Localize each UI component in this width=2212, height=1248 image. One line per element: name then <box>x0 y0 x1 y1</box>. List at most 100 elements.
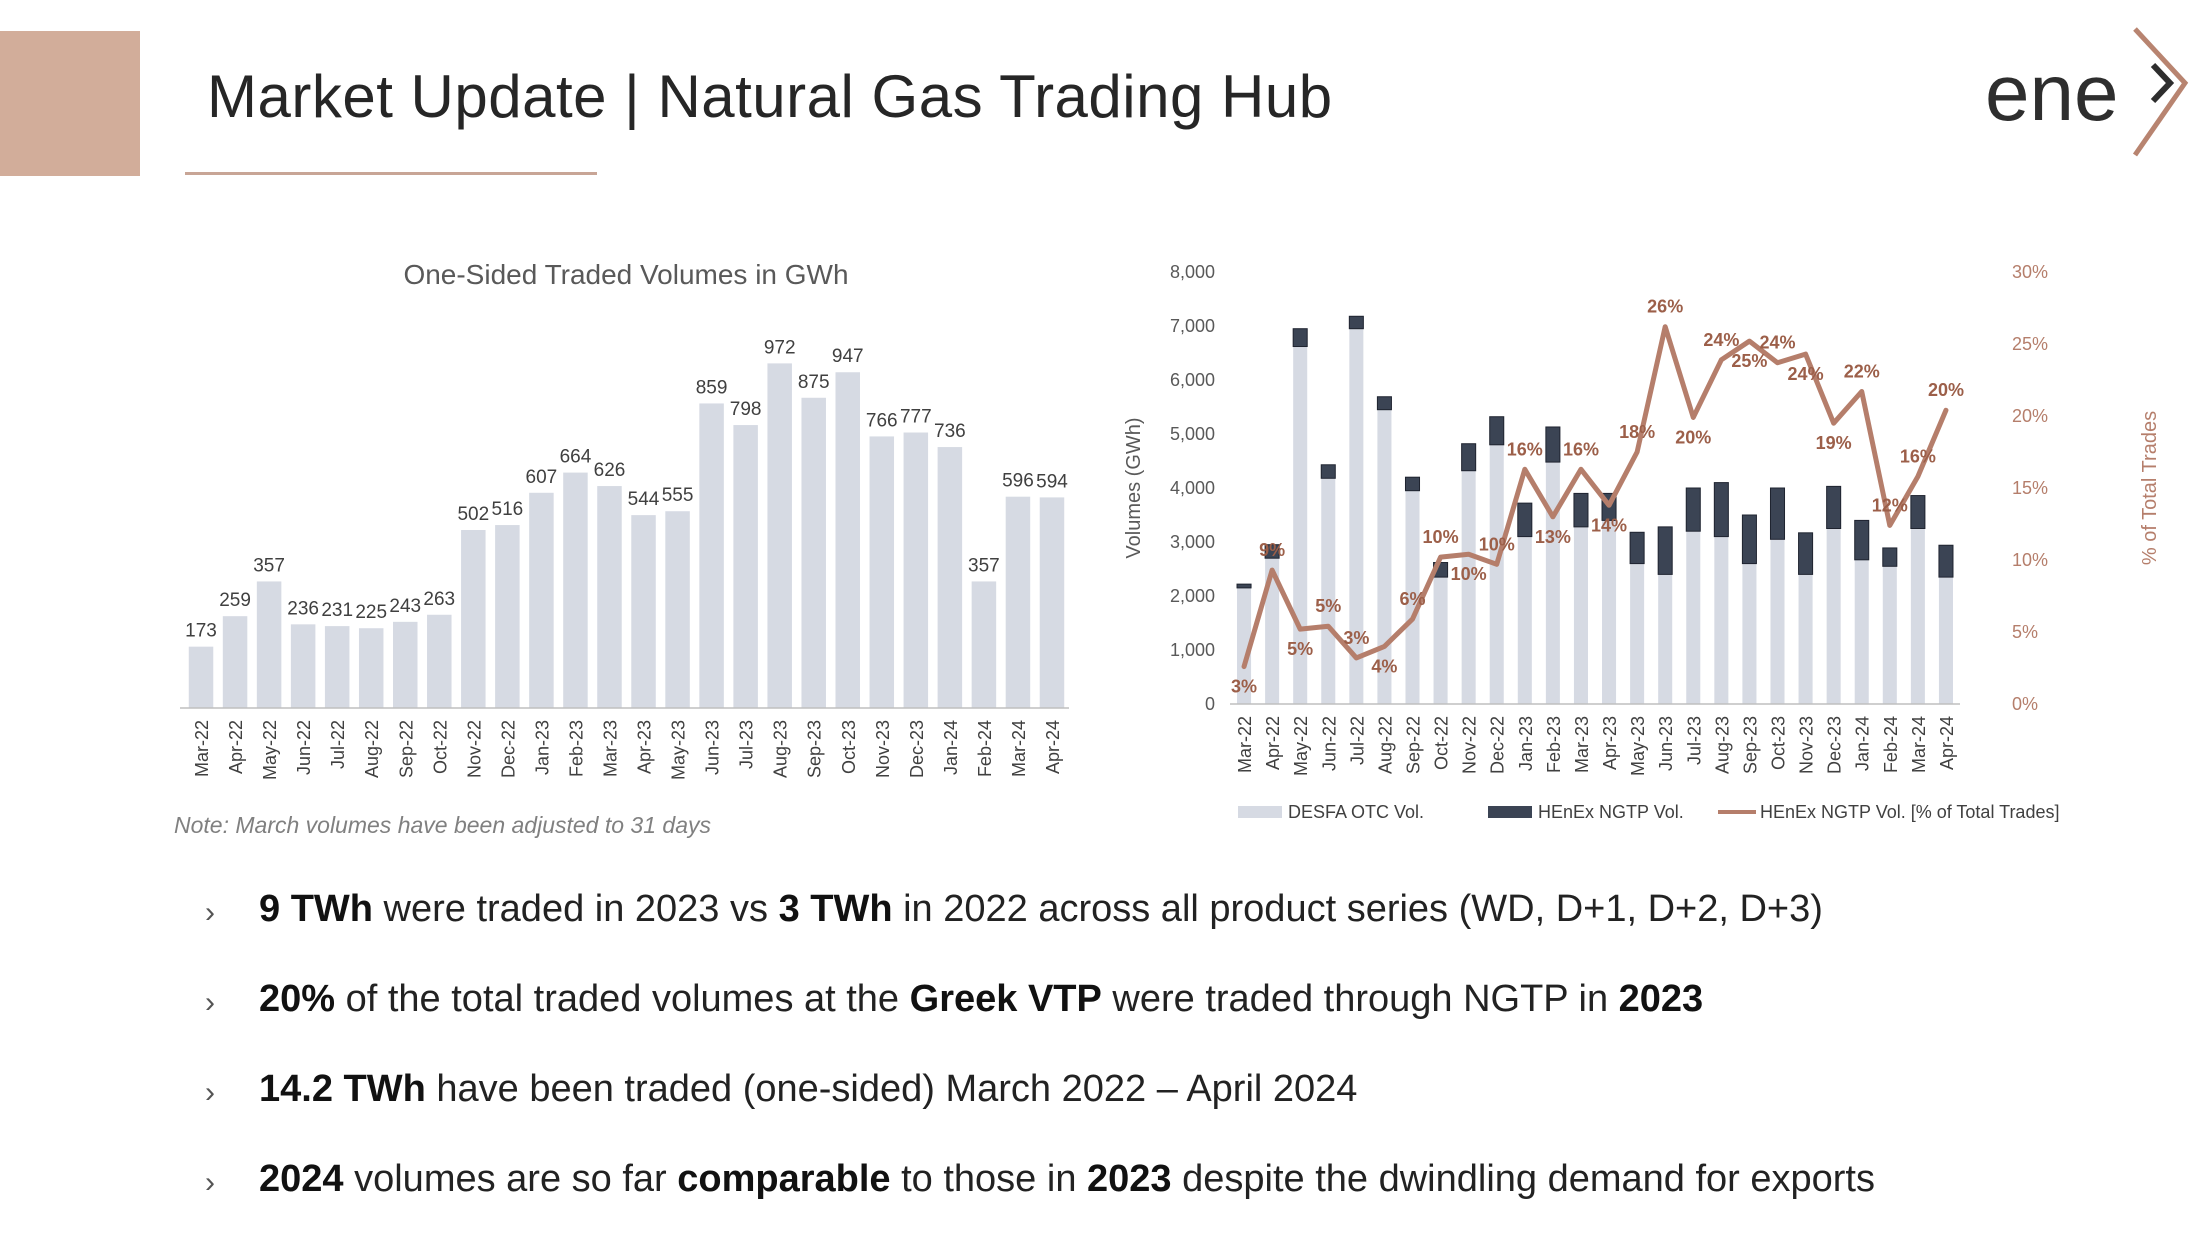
henex-ngtp-bar <box>1489 416 1505 446</box>
x-tick-label: Sep-23 <box>1740 716 1760 774</box>
ngtp-share-label: 16% <box>1563 439 1599 459</box>
ngtp-share-label: 24% <box>1759 333 1795 353</box>
x-tick-label: Nov-22 <box>464 720 484 778</box>
one-sided-volumes-chart: One-Sided Traded Volumes in GWh 173 Mar-22… <box>180 259 1069 780</box>
ngtp-share-label: 16% <box>1900 446 1936 466</box>
key-points-list: › 9 TWh were traded in 2023 vs 3 TWh in 2… <box>205 888 2185 1248</box>
bullet-emphasis: 2023 <box>1618 978 1704 1020</box>
henex-ngtp-bar <box>1657 526 1673 575</box>
desfa-otc-bar <box>1489 444 1504 704</box>
volume-bar <box>869 436 895 708</box>
desfa-otc-bar <box>1742 563 1757 704</box>
desfa-otc-bar <box>1433 577 1448 704</box>
volume-bar <box>835 372 861 708</box>
y2-axis-title: % of Total Trades <box>2139 411 2161 565</box>
volume-bar <box>903 432 929 708</box>
henex-ngtp-bar <box>1348 315 1364 330</box>
volume-bar <box>188 646 214 708</box>
desfa-otc-bar <box>1714 536 1729 704</box>
henex-ngtp-bar <box>1264 544 1280 559</box>
x-tick-label: Dec-22 <box>498 720 518 778</box>
bullet-emphasis: Greek VTP <box>909 978 1102 1020</box>
ngtp-share-label: 4% <box>1371 656 1397 676</box>
bar-value-label: 664 <box>560 447 592 468</box>
henex-ngtp-bar <box>1798 532 1814 575</box>
henex-ngtp-bar <box>1938 544 1954 578</box>
desfa-otc-bar <box>1265 558 1280 704</box>
chart-note: Note: March volumes have been adjusted t… <box>174 812 711 838</box>
bullet-text-part: in 2022 across all product series (WD, D… <box>892 888 1823 930</box>
x-tick-label: Apr-23 <box>1600 716 1620 770</box>
desfa-otc-bar <box>1545 462 1560 704</box>
bullet-text-part: were traded through NGTP in <box>1101 978 1619 1020</box>
x-tick-label: Nov-23 <box>873 720 893 778</box>
x-tick-label: Jan-24 <box>941 720 961 775</box>
volume-bar <box>324 626 350 708</box>
desfa-otc-bar <box>1349 328 1364 704</box>
x-tick-label: Sep-22 <box>1404 716 1424 774</box>
y2-tick-label: 20% <box>2012 406 2048 426</box>
legend-label-ngtp: HEnEx NGTP Vol. <box>1538 802 1684 822</box>
desfa-otc-bar <box>1405 490 1420 704</box>
bar-value-label: 875 <box>798 372 830 393</box>
bullet-emphasis: 2023 <box>1087 1158 1172 1200</box>
henex-ngtp-bar <box>1826 485 1842 530</box>
y-tick-label: 2,000 <box>1170 586 1215 606</box>
bar-value-label: 236 <box>287 598 319 619</box>
henex-ngtp-bar <box>1461 443 1477 472</box>
bullet-text: 20% of the total traded volumes at the G… <box>259 978 1703 1021</box>
desfa-otc-bar <box>1321 478 1336 704</box>
henex-ngtp-bar <box>1517 502 1533 538</box>
henex-ngtp-bar <box>1713 482 1729 538</box>
y-tick-label: 0 <box>1205 694 1215 714</box>
y2-tick-label: 0% <box>2012 694 2038 714</box>
ngtp-share-label: 18% <box>1619 422 1655 442</box>
y2-tick-label: 30% <box>2012 262 2048 282</box>
volume-bar <box>290 624 316 708</box>
x-tick-label: Feb-24 <box>975 720 995 777</box>
x-tick-label: Feb-23 <box>566 720 586 777</box>
desfa-otc-bar <box>1602 520 1617 704</box>
henex-ngtp-bar <box>1404 476 1421 492</box>
x-tick-label: Dec-23 <box>1825 716 1845 774</box>
ngtp-share-label: 3% <box>1343 628 1369 648</box>
x-tick-label: Mar-23 <box>600 720 620 777</box>
volume-bar <box>392 621 418 708</box>
y2-tick-label: 25% <box>2012 334 2048 354</box>
volume-bar <box>256 581 282 708</box>
y-tick-label: 8,000 <box>1170 262 1215 282</box>
bullet-text-part: of the total traded volumes at the <box>335 978 910 1020</box>
volume-bar <box>1005 496 1031 708</box>
x-tick-label: Aug-22 <box>1375 716 1395 774</box>
ngtp-share-label: 9% <box>1259 540 1285 560</box>
volume-bar <box>427 614 452 708</box>
x-tick-label: Mar-24 <box>1909 716 1929 773</box>
x-tick-label: Mar-24 <box>1009 720 1029 777</box>
bar-value-label: 859 <box>696 377 728 398</box>
ngtp-share-label: 22% <box>1844 362 1880 382</box>
desfa-otc-bar <box>1517 536 1532 704</box>
bar-value-label: 555 <box>662 485 694 506</box>
x-tick-label: Jul-23 <box>1684 716 1704 765</box>
volume-bar <box>495 525 520 708</box>
volume-bar <box>461 530 486 708</box>
title-underline <box>185 172 597 175</box>
desfa-ngtp-volumes-chart: 0 1,000 2,000 3,000 4,000 5,000 6,000 7,000 8,00… <box>1123 262 2161 822</box>
desfa-otc-bar <box>1938 577 1953 704</box>
x-tick-label: Jan-23 <box>532 720 552 775</box>
accent-square <box>0 31 140 176</box>
x-tick-label: Jan-24 <box>1853 716 1873 771</box>
bar-value-label: 516 <box>492 499 524 520</box>
volume-bar <box>631 515 656 708</box>
bar-value-label: 607 <box>526 467 558 488</box>
y-axis-title: Volumes (GWh) <box>1123 417 1145 558</box>
desfa-otc-bar <box>1826 528 1841 704</box>
y2-tick-label: 5% <box>2012 622 2038 642</box>
x-tick-label: Nov-22 <box>1460 716 1480 774</box>
bullet-text-part: volumes are so far <box>343 1158 678 1200</box>
y-tick-label: 4,000 <box>1170 478 1215 498</box>
henex-ngtp-bar <box>1292 328 1308 348</box>
ngtp-share-label: 5% <box>1287 639 1313 659</box>
x-tick-label: May-22 <box>1291 716 1311 776</box>
bullet-point: › 20% of the total traded volumes at the … <box>205 978 2185 1068</box>
